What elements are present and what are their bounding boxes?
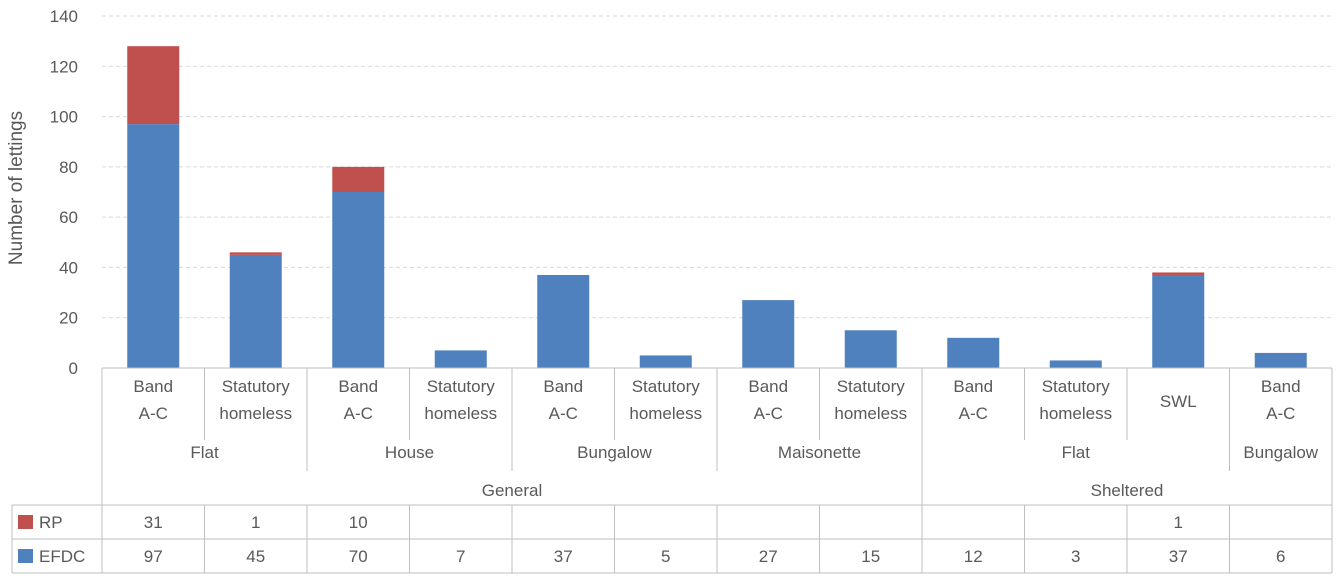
- legend-swatch-efdc: [18, 549, 33, 563]
- bar-efdc: [844, 330, 897, 368]
- bar-efdc: [229, 254, 282, 368]
- bar-rp: [332, 166, 385, 192]
- table-value: 1: [251, 513, 260, 532]
- bar-efdc: [1152, 274, 1205, 368]
- table-value: 37: [1169, 547, 1188, 566]
- x-tick-label: Statutory: [837, 377, 906, 396]
- table-value: 27: [759, 547, 778, 566]
- table-value: 31: [144, 513, 163, 532]
- table-value: 12: [964, 547, 983, 566]
- x-tick-label: Statutory: [632, 377, 701, 396]
- table-value: 6: [1276, 547, 1285, 566]
- x-tick-label: Statutory: [222, 377, 291, 396]
- x-tick-label: A-C: [1266, 404, 1295, 423]
- x-group-label: Flat: [190, 443, 219, 462]
- x-tick-label: A-C: [139, 404, 168, 423]
- x-group-label: Bungalow: [1243, 443, 1318, 462]
- bar-efdc: [1049, 360, 1102, 368]
- gridlines: [102, 15, 1332, 319]
- table-value: 10: [349, 513, 368, 532]
- bar-efdc: [639, 355, 692, 368]
- x-tick-label: Band: [748, 377, 788, 396]
- legend-swatch-rp: [18, 515, 33, 529]
- x-tick-label: homeless: [424, 404, 497, 423]
- x-tick-label: homeless: [834, 404, 907, 423]
- table-value: 7: [456, 547, 465, 566]
- x-group-label: Flat: [1062, 443, 1091, 462]
- x-tick-label: A-C: [959, 404, 988, 423]
- y-tick-label: 60: [59, 208, 78, 227]
- table-value: 70: [349, 547, 368, 566]
- table-value: 15: [861, 547, 880, 566]
- y-tick-label: 140: [50, 7, 78, 26]
- legend-label: EFDC: [39, 547, 85, 566]
- x-tick-label: homeless: [1039, 404, 1112, 423]
- x-tick-label: Statutory: [427, 377, 496, 396]
- y-tick-label: 40: [59, 258, 78, 277]
- table-value: 97: [144, 547, 163, 566]
- x-tick-label: Band: [133, 377, 173, 396]
- y-tick-label: 0: [69, 359, 78, 378]
- x-group-label: Bungalow: [577, 443, 652, 462]
- category-axis: Band A-C Statutory homeless Band A-C Statutory…: [101, 367, 1333, 505]
- x-tick-label: A-C: [549, 404, 578, 423]
- x-group-label: Sheltered: [1091, 481, 1164, 500]
- bar-rp: [127, 46, 180, 125]
- bars: [127, 46, 1307, 368]
- y-tick-label: 80: [59, 158, 78, 177]
- bar-efdc: [742, 300, 795, 368]
- x-tick-label: homeless: [219, 404, 292, 423]
- bar-efdc: [537, 274, 590, 368]
- table-value: 5: [661, 547, 670, 566]
- x-group-label: General: [482, 481, 542, 500]
- y-tick-label: 100: [50, 108, 78, 127]
- table-value: 1: [1174, 513, 1183, 532]
- bar-efdc: [947, 337, 1000, 368]
- x-tick-label: A-C: [754, 404, 783, 423]
- x-tick-label: Band: [338, 377, 378, 396]
- x-group-label: Maisonette: [778, 443, 861, 462]
- data-table: RP 31 1 10 1 EFDC 97 45 70 7 37 5 27 15 12 3 37 6: [11, 504, 1333, 574]
- bar-efdc: [127, 124, 180, 368]
- bar-rp: [1152, 272, 1205, 275]
- x-tick-label: A-C: [344, 404, 373, 423]
- bar-rp: [229, 252, 282, 255]
- x-group-label: House: [385, 443, 434, 462]
- bar-efdc: [434, 350, 487, 368]
- x-tick-label: homeless: [629, 404, 702, 423]
- bar-efdc: [1254, 352, 1307, 368]
- y-axis: 0 20 40 60 80 100 120 140: [50, 7, 78, 378]
- table-value: 45: [246, 547, 265, 566]
- x-tick-label: Band: [543, 377, 583, 396]
- y-tick-label: 120: [50, 57, 78, 76]
- y-tick-label: 20: [59, 309, 78, 328]
- x-tick-label: Band: [1261, 377, 1301, 396]
- bar-efdc: [332, 192, 385, 368]
- x-tick-label: Statutory: [1042, 377, 1111, 396]
- x-tick-label: SWL: [1160, 392, 1197, 411]
- y-axis-label: Number of lettings: [6, 111, 27, 265]
- table-value: 3: [1071, 547, 1080, 566]
- table-value: 37: [554, 547, 573, 566]
- x-tick-label: Band: [953, 377, 993, 396]
- legend-label: RP: [39, 513, 63, 532]
